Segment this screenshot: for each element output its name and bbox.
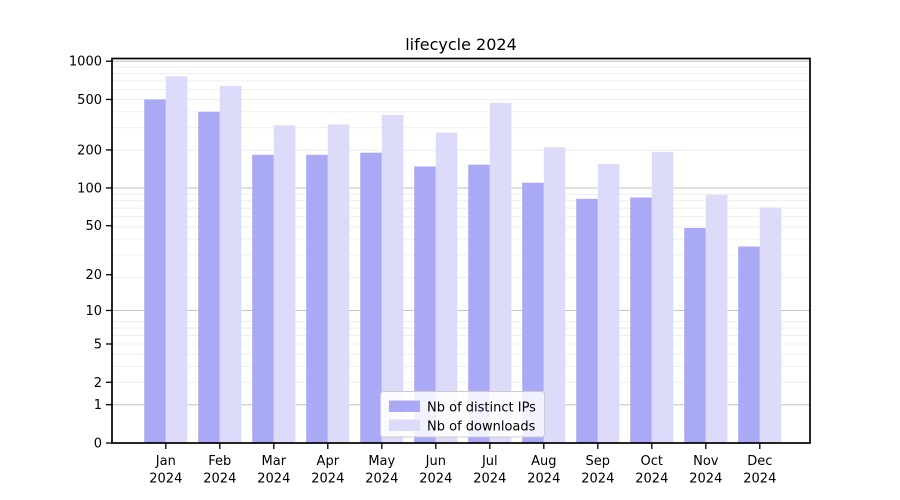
- x-tick-label-month: Jun: [425, 454, 446, 469]
- x-tick-label-year: 2024: [149, 472, 182, 487]
- legend-box: [380, 391, 545, 438]
- bar-downloads-oct: [651, 151, 674, 443]
- bar-distinct-ips-oct: [630, 197, 652, 443]
- plot-border: [111, 57, 811, 444]
- bar-downloads-sep: [597, 163, 620, 443]
- bars: [144, 76, 782, 444]
- bar-distinct-ips-dec: [738, 246, 760, 443]
- y-tick-label: 100: [77, 181, 102, 196]
- bar-distinct-ips-jun: [414, 166, 436, 443]
- bar-downloads-jun: [435, 132, 458, 444]
- legend-label-downloads: Nb of downloads: [427, 420, 536, 435]
- x-tick-label-month: May: [368, 454, 395, 469]
- y-tick-label: 2: [94, 376, 102, 391]
- bar-downloads-apr: [327, 124, 350, 444]
- x-tick-label-year: 2024: [635, 472, 668, 487]
- y-tick-label: 200: [77, 143, 102, 158]
- x-tick-label-month: Apr: [317, 454, 340, 469]
- y-tick-label: 0: [94, 437, 102, 452]
- x-tick-label-month: Feb: [208, 454, 231, 469]
- legend-label-distinct-ips: Nb of distinct IPs: [427, 401, 536, 416]
- y-tick-label: 20: [85, 268, 102, 283]
- bar-distinct-ips-feb: [198, 111, 220, 444]
- x-tick-label-month: Jul: [481, 454, 498, 469]
- x-tick-label-year: 2024: [203, 472, 236, 487]
- legend: Nb of distinct IPs Nb of downloads: [380, 391, 545, 438]
- x-tick-label-month: Dec: [747, 454, 772, 469]
- x-tick-label-year: 2024: [689, 472, 722, 487]
- bar-distinct-ips-sep: [576, 198, 598, 443]
- bar-downloads-jan: [165, 76, 188, 443]
- y-tick-label: 1000: [69, 55, 102, 70]
- x-tick-label-month: Aug: [531, 454, 556, 469]
- x-tick-label-month: Sep: [586, 454, 611, 469]
- bar-distinct-ips-may: [360, 152, 382, 443]
- y-tick-label: 1: [94, 398, 102, 413]
- axes: 0 1 2 5 10 20 50 100 200 500 1000 Jan 2024 Feb 2024 Mar…: [69, 55, 811, 487]
- x-tick-label-year: 2024: [473, 472, 506, 487]
- bar-distinct-ips-jan: [144, 99, 166, 444]
- chart-title: lifecycle 2024: [405, 35, 517, 54]
- x-tick-label-year: 2024: [581, 472, 614, 487]
- bar-downloads-mar: [273, 125, 296, 443]
- bar-downloads-dec: [759, 207, 782, 443]
- bar-distinct-ips-apr: [306, 154, 328, 443]
- bar-distinct-ips-nov: [684, 227, 706, 443]
- x-tick-label-year: 2024: [743, 472, 776, 487]
- y-tick-label: 500: [77, 93, 102, 108]
- x-tick-label-year: 2024: [365, 472, 398, 487]
- y-tick-label: 10: [85, 304, 102, 319]
- x-tick-label-year: 2024: [257, 472, 290, 487]
- bar-downloads-feb: [219, 85, 242, 443]
- x-tick-label-year: 2024: [527, 472, 560, 487]
- y-tick-label: 5: [94, 337, 102, 352]
- y-tick-label: 50: [85, 219, 102, 234]
- bar-downloads-may: [381, 115, 404, 443]
- legend-swatch-distinct-ips: [389, 400, 420, 412]
- legend-swatch-downloads: [389, 419, 420, 431]
- bar-downloads-jul: [489, 102, 512, 444]
- x-tick-label-month: Jan: [155, 454, 176, 469]
- bar-distinct-ips-mar: [252, 154, 274, 443]
- bar-downloads-nov: [705, 194, 728, 443]
- x-tick-label-year: 2024: [419, 472, 452, 487]
- x-tick-label-month: Oct: [641, 454, 663, 469]
- x-tick-label-year: 2024: [311, 472, 344, 487]
- x-tick-label-month: Nov: [693, 454, 719, 469]
- bar-distinct-ips-jul: [468, 164, 490, 444]
- bar-downloads-aug: [543, 147, 566, 443]
- x-tick-label-month: Mar: [262, 454, 287, 469]
- bar-distinct-ips-aug: [522, 182, 544, 443]
